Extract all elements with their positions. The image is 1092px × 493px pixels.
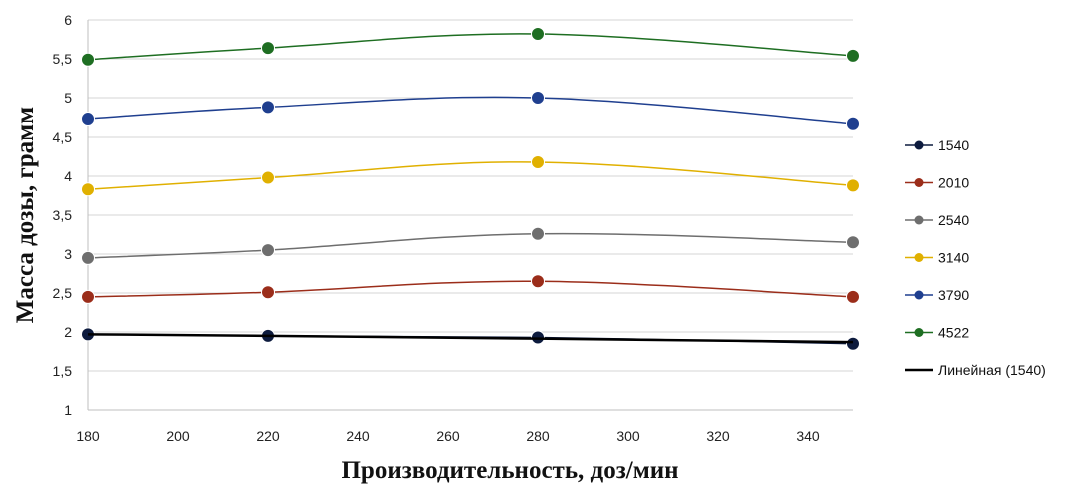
legend-entry: 2540 <box>905 212 969 228</box>
series-2010 <box>81 274 860 304</box>
data-point <box>81 250 95 265</box>
data-point <box>846 336 860 351</box>
legend-label: 2010 <box>938 175 969 191</box>
data-point <box>846 48 860 63</box>
trendline-group <box>87 333 854 344</box>
legend-marker <box>914 290 924 300</box>
x-tick-label: 320 <box>706 428 730 444</box>
legend-label: 2540 <box>938 212 969 228</box>
axes <box>87 20 853 411</box>
x-tick-label: 180 <box>76 428 100 444</box>
series-group <box>81 27 860 351</box>
data-point <box>531 154 545 169</box>
data-point <box>81 52 95 67</box>
y-tick-labels: 1 1,5 2 2,5 3 3,5 4 4,5 5 5,5 6 <box>53 12 73 418</box>
y-tick-label: 3 <box>64 246 72 262</box>
x-tick-label: 300 <box>616 428 640 444</box>
data-point <box>261 100 275 115</box>
legend-marker <box>914 178 924 187</box>
y-tick-label: 5 <box>64 90 72 106</box>
trendline <box>87 333 854 344</box>
data-point <box>846 116 860 131</box>
x-tick-label: 220 <box>256 428 280 444</box>
legend: 1540 2010 2540 3140 3790 4522 Линейная (1540) <box>905 137 1046 378</box>
series-line <box>87 280 854 298</box>
legend-label: 3140 <box>938 250 969 266</box>
y-tick-label: 3,5 <box>53 207 73 223</box>
legend-label: 3790 <box>938 287 969 303</box>
y-tick-label: 2 <box>64 324 72 340</box>
legend-marker <box>914 253 924 262</box>
series-line <box>87 96 854 125</box>
series-4522 <box>81 27 860 67</box>
data-point <box>531 274 545 289</box>
data-point <box>846 289 860 304</box>
data-point <box>261 285 275 300</box>
data-point <box>81 182 95 197</box>
legend-entry: 3790 <box>905 287 969 303</box>
x-tick-label: 340 <box>796 428 820 444</box>
series-line <box>87 33 854 61</box>
y-tick-label: 4 <box>64 168 72 184</box>
y-tick-label: 1,5 <box>53 363 73 379</box>
data-point <box>531 226 545 241</box>
x-tick-label: 240 <box>346 428 370 444</box>
data-point <box>846 178 860 193</box>
series-3140 <box>81 154 860 197</box>
legend-entry: 2010 <box>905 175 969 191</box>
y-tick-label: 2,5 <box>53 285 73 301</box>
series-2540 <box>81 226 860 265</box>
data-point <box>846 235 860 250</box>
legend-label: 1540 <box>938 137 969 153</box>
series-line <box>87 161 854 191</box>
y-tick-label: 4,5 <box>53 129 73 145</box>
y-tick-label: 5,5 <box>53 51 73 67</box>
x-tick-label: 280 <box>526 428 550 444</box>
series-line <box>87 232 854 259</box>
legend-label: Линейная (1540) <box>938 362 1046 378</box>
data-point <box>261 41 275 56</box>
legend-entry-trendline: Линейная (1540) <box>905 362 1046 378</box>
legend-entry: 1540 <box>905 137 969 153</box>
y-tick-label: 6 <box>64 12 72 28</box>
x-tick-labels: 180 200 220 240 260 280 300 320 340 <box>76 428 820 444</box>
data-point <box>81 112 95 127</box>
x-tick-label: 200 <box>166 428 190 444</box>
y-tick-label: 1 <box>64 402 72 418</box>
legend-marker <box>914 140 924 150</box>
y-axis-title: Масса дозы, грамм <box>12 107 39 323</box>
legend-marker <box>914 215 924 225</box>
legend-entry: 4522 <box>905 325 969 341</box>
data-point <box>261 243 275 258</box>
legend-entry: 3140 <box>905 250 969 266</box>
grid-lines <box>88 19 853 411</box>
series-3790 <box>81 91 860 131</box>
data-point <box>261 170 275 185</box>
legend-label: 4522 <box>938 325 969 341</box>
legend-marker <box>914 328 924 337</box>
x-tick-label: 260 <box>436 428 460 444</box>
x-axis-title: Производительность, доз/мин <box>341 457 678 484</box>
data-point <box>531 27 545 42</box>
data-point <box>531 91 545 105</box>
data-point <box>81 289 95 304</box>
